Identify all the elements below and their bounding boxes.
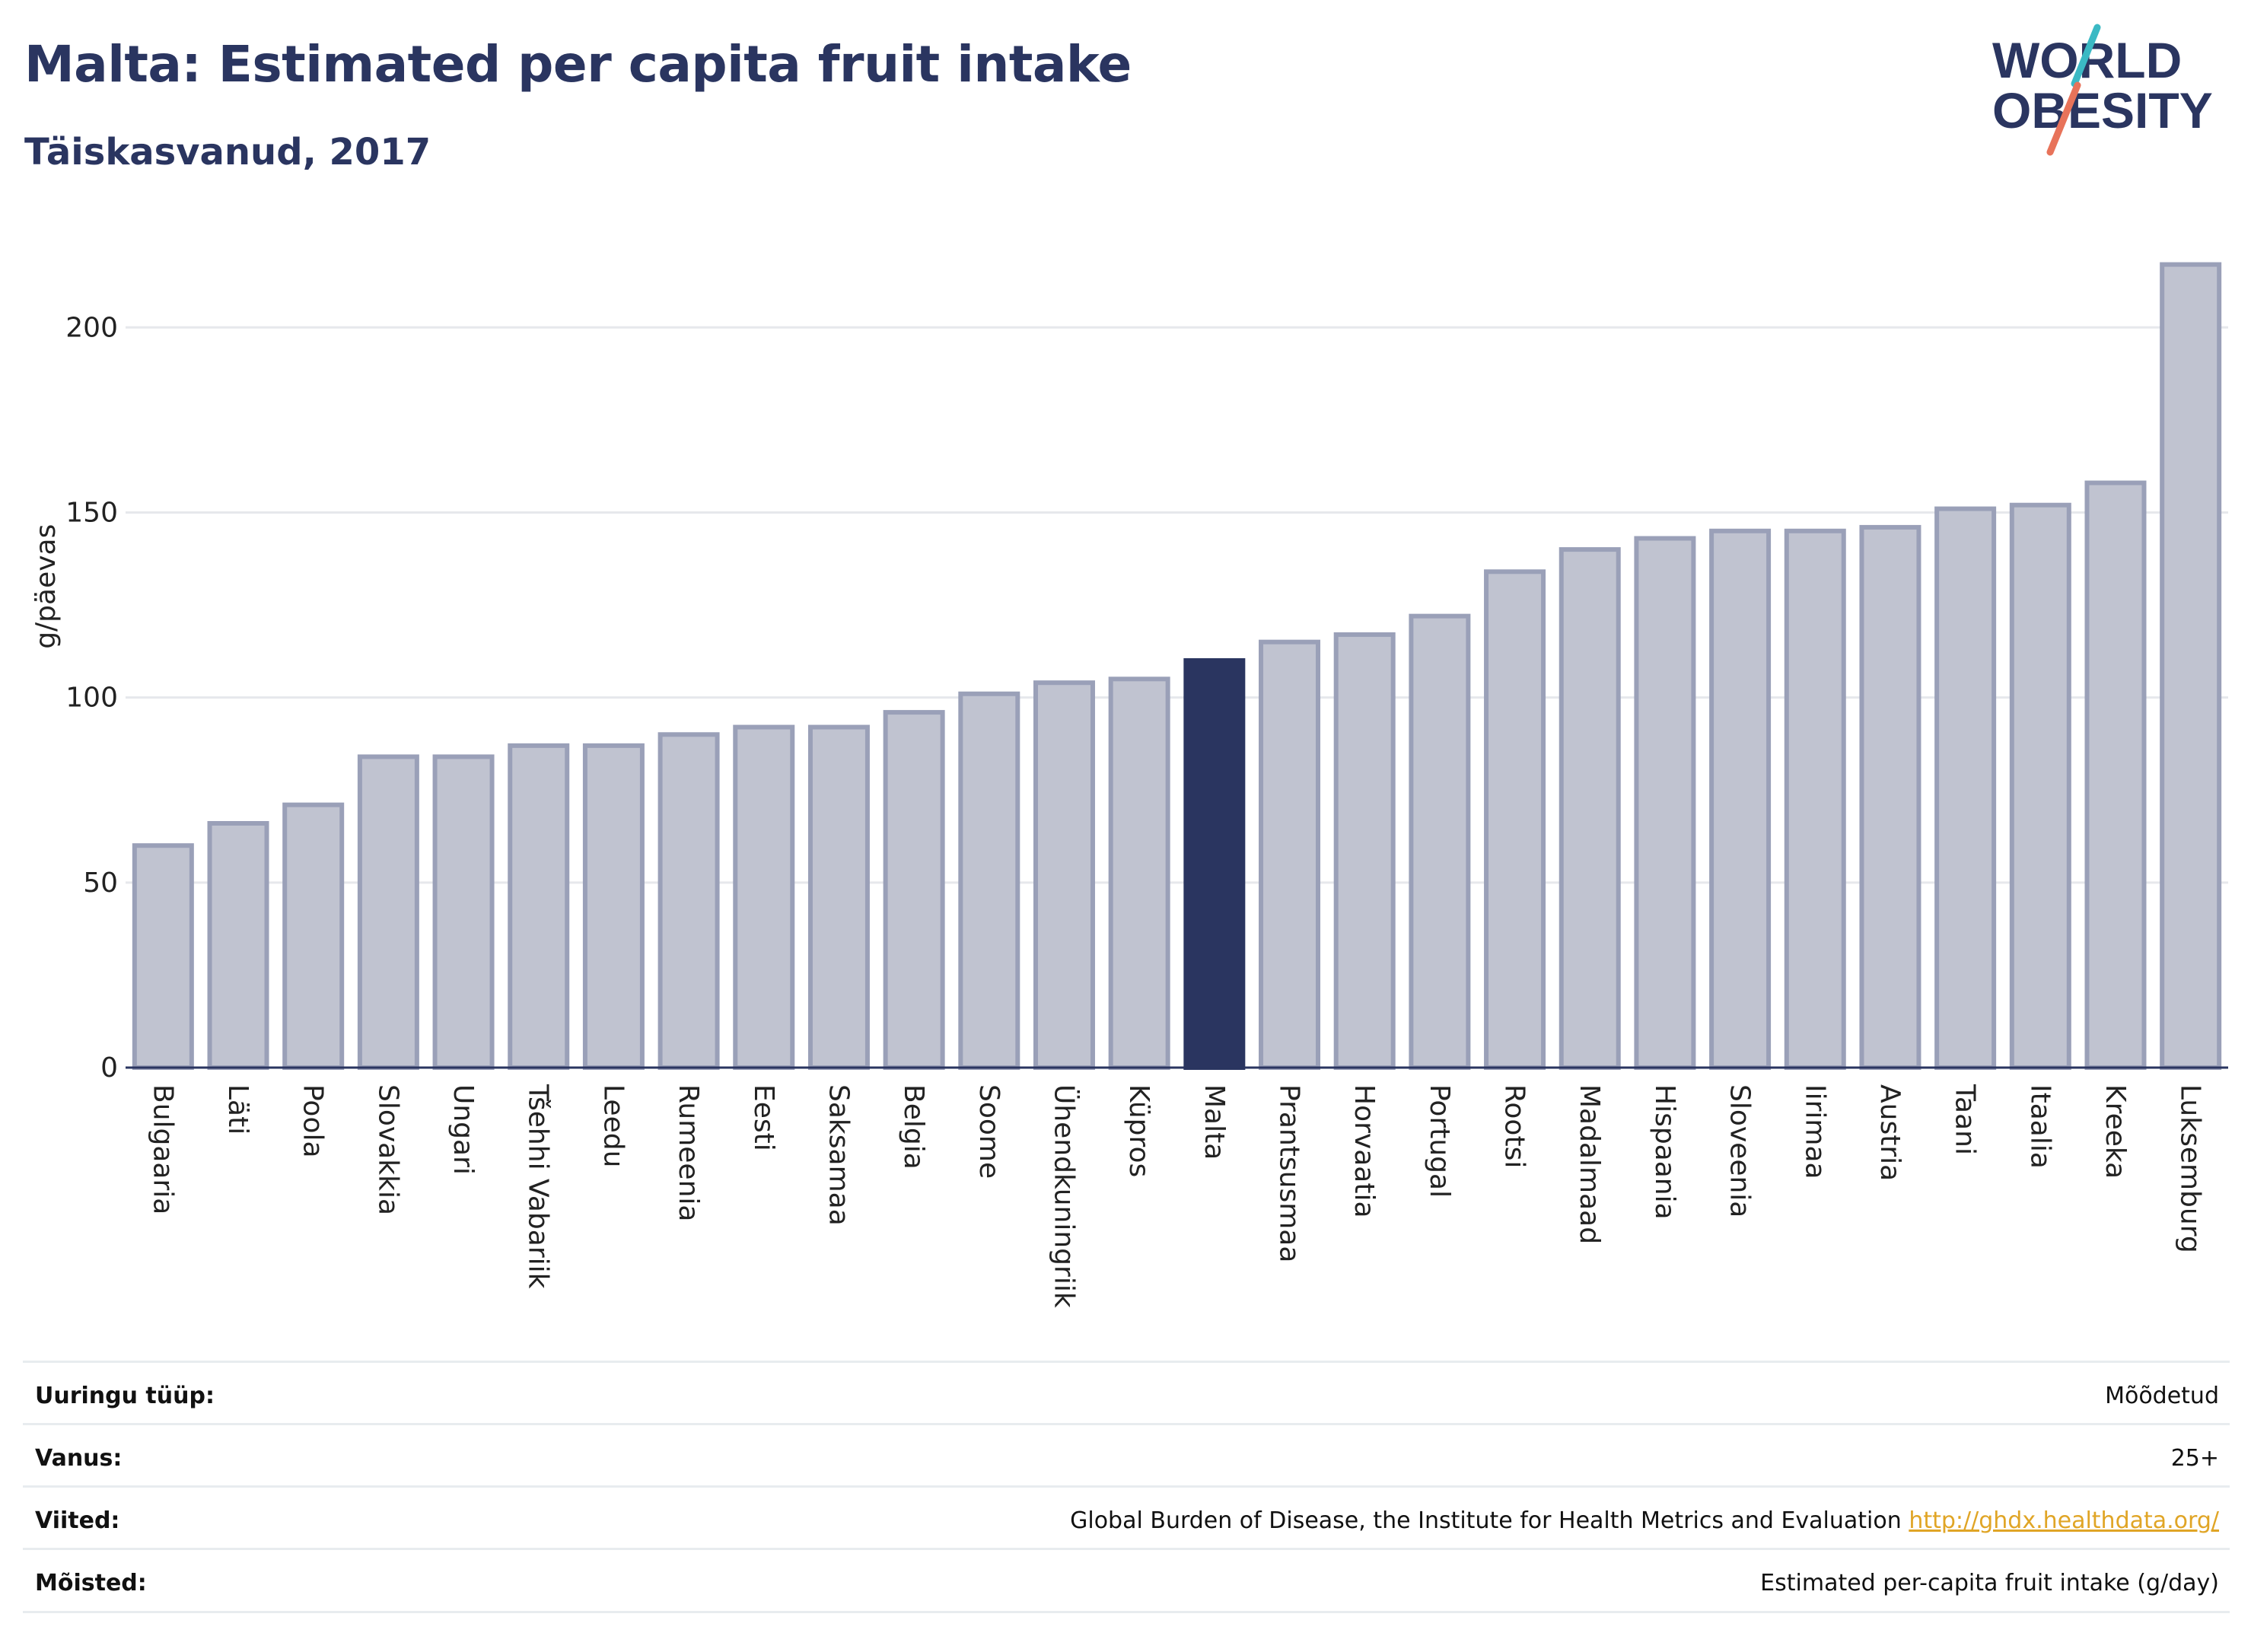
bar-ungari[interactable] bbox=[432, 754, 495, 1070]
y-tick-label: 0 bbox=[100, 1052, 118, 1084]
x-tick-label: Küpros bbox=[1123, 1084, 1154, 1177]
bar-taani[interactable] bbox=[1934, 506, 1997, 1070]
x-tick-label: Austria bbox=[1874, 1084, 1906, 1181]
x-tick-label: Horvaatia bbox=[1348, 1084, 1380, 1218]
logo-text-line2: OBESITY bbox=[1992, 82, 2213, 138]
info-value: Mõõdetud bbox=[2105, 1383, 2219, 1409]
x-tick-label: Saksamaa bbox=[823, 1084, 854, 1226]
x-tick-label: Ungari bbox=[447, 1084, 479, 1175]
logo-slash-bottom bbox=[2046, 81, 2081, 156]
chart-subtitle: Täiskasvanud, 2017 bbox=[24, 131, 431, 173]
world-obesity-logo: WORLD OBESITY bbox=[1992, 24, 2213, 156]
x-tick-label: Rumeenia bbox=[673, 1084, 704, 1221]
bar-poola[interactable] bbox=[282, 802, 345, 1070]
bar-soome[interactable] bbox=[958, 691, 1020, 1070]
bar-portugal[interactable] bbox=[1409, 613, 1471, 1070]
bar-bulgaaria[interactable] bbox=[132, 843, 194, 1070]
chart-title: Malta: Estimated per capita fruit intake bbox=[24, 35, 1132, 94]
y-tick-label: 200 bbox=[65, 312, 118, 343]
info-label: Uuringu tüüp: bbox=[35, 1383, 215, 1409]
x-tick-label: Hispaania bbox=[1649, 1084, 1680, 1220]
x-tick-label: Madalmaad bbox=[1574, 1084, 1605, 1244]
info-row-definitions: Mõisted: Estimated per-capita fruit inta… bbox=[23, 1548, 2230, 1612]
bar-sloveenia[interactable] bbox=[1709, 528, 1772, 1070]
x-tick-label: Ühendkuningriik bbox=[1048, 1084, 1080, 1308]
bar-leedu[interactable] bbox=[582, 743, 645, 1070]
bar-iirimaa[interactable] bbox=[1784, 528, 1846, 1070]
info-table-bottom-border bbox=[23, 1611, 2230, 1613]
bar-hispaania[interactable] bbox=[1634, 536, 1696, 1070]
x-tick-label: Poola bbox=[298, 1084, 329, 1158]
y-axis-ticks: 0 50 100 150 200 bbox=[65, 312, 118, 1084]
y-tick-label: 100 bbox=[65, 683, 118, 714]
bar-austria[interactable] bbox=[1859, 524, 1921, 1070]
bar-luksemburg[interactable] bbox=[2160, 262, 2222, 1070]
info-row-survey-type: Uuringu tüüp: Mõõdetud bbox=[23, 1361, 2230, 1425]
bars bbox=[132, 262, 2222, 1071]
bar-rootsi[interactable] bbox=[1484, 569, 1546, 1070]
x-tick-label: Luksemburg bbox=[2175, 1084, 2206, 1253]
x-tick-label: Tšehhi Vabariik bbox=[523, 1084, 554, 1289]
info-row-age: Vanus: 25+ bbox=[23, 1423, 2230, 1488]
info-label: Mõisted: bbox=[35, 1570, 147, 1596]
x-tick-label: Sloveenia bbox=[1724, 1084, 1756, 1218]
bar-belgia[interactable] bbox=[883, 710, 945, 1070]
bar-prantsusmaa[interactable] bbox=[1259, 639, 1321, 1070]
bar-k-pros[interactable] bbox=[1108, 676, 1170, 1070]
info-value-references: Global Burden of Disease, the Institute … bbox=[1070, 1507, 2219, 1534]
reference-link[interactable]: http://ghdx.healthdata.org/ bbox=[1909, 1507, 2219, 1534]
bar--hendkuningriik[interactable] bbox=[1033, 680, 1095, 1070]
x-tick-label: Rootsi bbox=[1499, 1084, 1530, 1168]
bar-chart: 0 50 100 150 200 Bulgaaria Läti Poola Slovakkia… bbox=[30, 262, 2228, 1308]
x-tick-label: Eesti bbox=[748, 1084, 779, 1151]
x-tick-label: Belgia bbox=[898, 1084, 929, 1170]
x-tick-label: Kreeka bbox=[2100, 1084, 2131, 1179]
bar-horvaatia[interactable] bbox=[1333, 632, 1396, 1070]
bar-madalmaad[interactable] bbox=[1559, 547, 1621, 1070]
info-row-references: Viited: Global Burden of Disease, the In… bbox=[23, 1485, 2230, 1550]
bar-t-ehhi-vabariik[interactable] bbox=[508, 743, 570, 1070]
info-label: Viited: bbox=[35, 1507, 120, 1534]
bar-kreeka[interactable] bbox=[2084, 480, 2147, 1070]
reference-text: Global Burden of Disease, the Institute … bbox=[1070, 1507, 1902, 1534]
info-label: Vanus: bbox=[35, 1445, 123, 1472]
info-value: Estimated per-capita fruit intake (g/day… bbox=[1760, 1570, 2219, 1596]
x-tick-label: Soome bbox=[973, 1084, 1005, 1179]
y-tick-label: 150 bbox=[65, 497, 118, 528]
y-tick-label: 50 bbox=[83, 867, 118, 899]
bar-eesti[interactable] bbox=[733, 724, 795, 1071]
y-axis-label: g/päevas bbox=[30, 524, 62, 649]
x-tick-label: Itaalia bbox=[2024, 1084, 2055, 1169]
x-tick-label: Prantsusmaa bbox=[1274, 1084, 1305, 1262]
x-tick-label: Malta bbox=[1199, 1084, 1230, 1160]
bar-rumeenia[interactable] bbox=[657, 732, 720, 1070]
x-tick-label: Bulgaaria bbox=[147, 1084, 178, 1214]
x-tick-label: Läti bbox=[222, 1084, 253, 1135]
bar-l-ti[interactable] bbox=[207, 821, 269, 1070]
bar-saksamaa[interactable] bbox=[807, 724, 870, 1071]
info-value: 25+ bbox=[2170, 1445, 2219, 1472]
x-tick-label: Portugal bbox=[1424, 1084, 1455, 1198]
logo-slash-top bbox=[2071, 24, 2101, 88]
x-tick-label: Iirimaa bbox=[1799, 1084, 1830, 1179]
x-tick-label: Slovakkia bbox=[372, 1084, 403, 1215]
x-axis-labels: Bulgaaria Läti Poola Slovakkia Ungari Tšehhi … bbox=[147, 1084, 2205, 1308]
bar-itaalia[interactable] bbox=[2009, 502, 2071, 1070]
bar-slovakkia[interactable] bbox=[357, 754, 419, 1070]
x-tick-label: Leedu bbox=[597, 1084, 629, 1167]
bar-malta[interactable] bbox=[1183, 658, 1246, 1070]
x-tick-label: Taani bbox=[1950, 1084, 1981, 1155]
